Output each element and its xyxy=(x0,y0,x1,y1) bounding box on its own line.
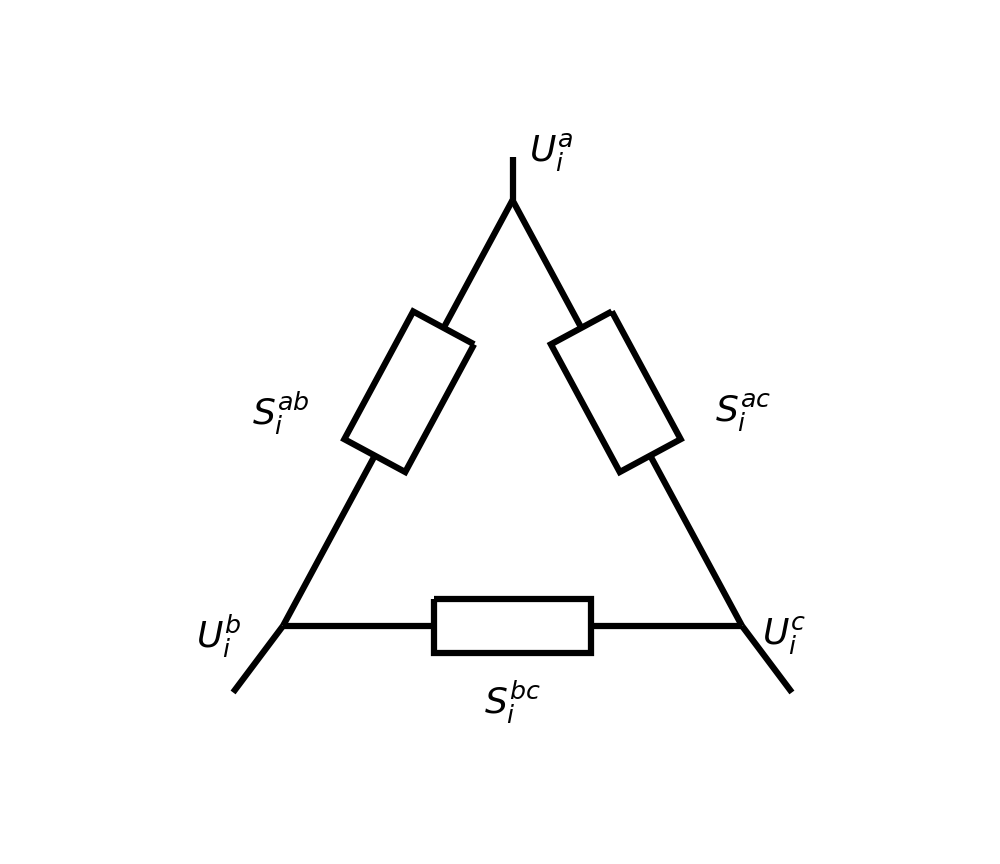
Text: $U_i^a$: $U_i^a$ xyxy=(529,131,574,174)
Text: $U_i^c$: $U_i^c$ xyxy=(762,615,806,657)
Text: $S_i^{ab}$: $S_i^{ab}$ xyxy=(252,390,310,436)
Text: $S_i^{bc}$: $S_i^{bc}$ xyxy=(484,679,541,727)
Polygon shape xyxy=(344,311,474,472)
Text: $S_i^{ac}$: $S_i^{ac}$ xyxy=(715,392,772,434)
Polygon shape xyxy=(551,311,681,472)
Text: $U_i^b$: $U_i^b$ xyxy=(196,613,242,659)
Polygon shape xyxy=(434,600,591,652)
